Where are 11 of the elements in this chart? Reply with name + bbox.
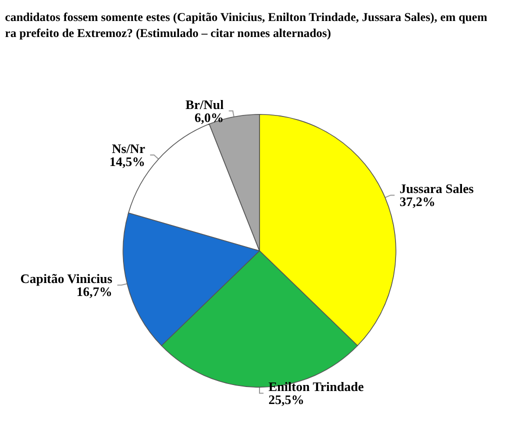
slice-label: Br/Nul (185, 96, 224, 112)
data-label: 25,5% (268, 392, 304, 408)
chart-title: candidatos fossem somente estes (Capitão Vinicius, Enilton Trindade, Jussara Sales), em quem ra prefeito de Extremoz? (Estimulado – citar nomes alternados) (5, 10, 488, 40)
slice-label: Ns/Nr (112, 141, 146, 156)
slice-label: Enilton Trindade (268, 379, 364, 394)
data-label: 16,7% (76, 284, 112, 300)
slice-label: Jussara Sales (400, 181, 474, 196)
slice-label: Capitão Vinicius (20, 271, 112, 286)
data-label: 37,2% (400, 194, 436, 210)
data-label: 6,0% (194, 110, 224, 125)
data-label: 14,5% (109, 154, 146, 170)
